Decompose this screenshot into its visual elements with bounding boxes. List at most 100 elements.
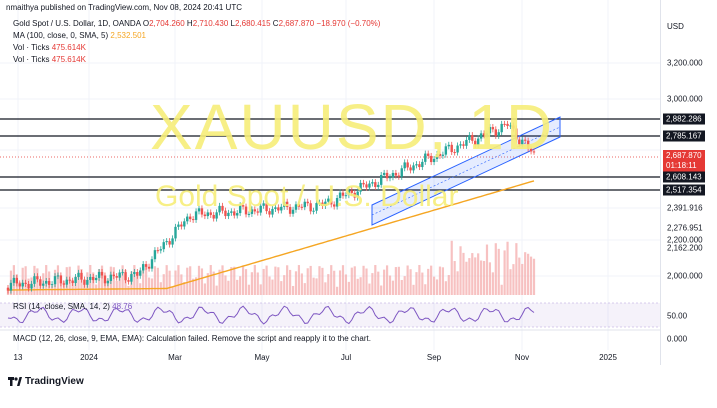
- rsi-line: [7, 305, 535, 325]
- candle-body: [294, 204, 298, 210]
- volume-bar: [50, 285, 54, 295]
- candle-body: [94, 277, 98, 281]
- candle-body: [53, 276, 57, 285]
- volume-bar: [277, 267, 280, 295]
- candle-body: [168, 241, 171, 245]
- tradingview-logo-icon: [8, 377, 22, 386]
- volume-bar: [312, 277, 315, 295]
- rsi-legend[interactable]: RSI (14, close, SMA, 14, 2) 48.76: [13, 302, 132, 311]
- candle-body: [377, 184, 380, 188]
- volume-bar: [56, 265, 60, 295]
- candle-body: [136, 271, 139, 276]
- candle-body: [406, 162, 409, 168]
- ohlc-close: C2,687.870: [272, 19, 315, 28]
- volume-bars: [6, 240, 536, 295]
- candle-body: [382, 172, 386, 175]
- candle-body: [474, 140, 477, 146]
- volume-bar: [183, 281, 186, 295]
- macd-legend[interactable]: MACD (12, 26, close, 9, EMA, EMA): Calcu…: [13, 334, 371, 343]
- price-chart[interactable]: [0, 0, 660, 365]
- candle-body: [379, 174, 383, 185]
- volume-bar: [341, 265, 345, 295]
- candle-body: [332, 204, 336, 207]
- candle-body: [250, 209, 254, 214]
- volume-bar: [224, 275, 227, 295]
- volume-label: Vol · Ticks: [13, 55, 50, 64]
- volume-bar: [430, 265, 433, 295]
- ohlc-low: L2,680.415: [230, 19, 271, 28]
- volume-bar: [100, 265, 104, 295]
- volume-bar: [127, 285, 130, 295]
- candle-body: [385, 172, 389, 179]
- candle-body: [312, 210, 315, 212]
- candle-body: [485, 133, 489, 136]
- volume-bar: [306, 268, 309, 295]
- volume-bar: [532, 258, 536, 295]
- volume-bar: [521, 263, 524, 295]
- candle-body: [374, 182, 377, 188]
- brand-name: TradingView: [25, 376, 84, 387]
- candle-body: [497, 132, 500, 136]
- volume-bar: [462, 252, 465, 295]
- volume-legend-1[interactable]: Vol · Ticks 475.614K: [13, 43, 86, 52]
- symbol-legend[interactable]: Gold Spot / U.S. Dollar, 1D, OANDA O2,70…: [13, 19, 380, 28]
- candle-body: [388, 177, 392, 179]
- volume-bar: [412, 284, 415, 295]
- volume-bar: [256, 272, 259, 295]
- volume-bar: [330, 265, 333, 295]
- volume-bar: [303, 283, 306, 295]
- candle-body: [45, 281, 48, 284]
- volume-bar: [524, 252, 527, 295]
- ma-legend[interactable]: MA (100, close, 0, SMA, 5) 2,532.501: [13, 31, 146, 40]
- volume-bar: [350, 267, 353, 295]
- candle-body: [515, 128, 518, 140]
- candle-body: [18, 283, 21, 287]
- volume-bar: [365, 268, 368, 295]
- volume-bar: [115, 280, 118, 295]
- candle-body: [268, 211, 271, 215]
- volume-value: 475.614K: [51, 43, 86, 52]
- volume-bar: [380, 285, 383, 295]
- candle-body: [80, 272, 83, 280]
- candle-body: [327, 198, 330, 202]
- candle-body: [59, 275, 63, 284]
- volume-bar: [150, 278, 154, 295]
- candle-body: [127, 280, 130, 282]
- volume-bar: [465, 261, 468, 295]
- volume-bar: [406, 265, 409, 295]
- price-tick: 2,276.951: [667, 223, 703, 233]
- time-tick: 13: [13, 353, 23, 362]
- candle-body: [362, 182, 365, 185]
- candle-body: [97, 271, 101, 278]
- candle-body: [280, 206, 283, 211]
- volume-bar: [497, 248, 500, 295]
- candle-body: [256, 211, 259, 213]
- price-tick: 2,200.000: [667, 235, 703, 245]
- volume-bar: [280, 281, 283, 295]
- candle-body: [112, 274, 115, 277]
- volume-bar: [359, 277, 362, 295]
- candle-body: [285, 201, 289, 208]
- volume-bar: [388, 275, 392, 295]
- volume-bar: [424, 284, 427, 295]
- candle-body: [368, 183, 371, 188]
- volume-legend-2[interactable]: Vol · Ticks 475.614K: [13, 55, 86, 64]
- candle-body: [215, 212, 218, 219]
- volume-bar: [397, 266, 400, 295]
- volume-bar: [194, 277, 198, 295]
- price-axis[interactable]: USD 3,200.000 3,000.000 2,391.916 2,276.…: [660, 0, 717, 365]
- volume-bar: [500, 284, 503, 295]
- time-axis[interactable]: 13 2024 Mar May Jul Sep Nov 2025: [0, 350, 660, 365]
- ma-label: MA (100, close, 0, SMA, 5): [13, 31, 109, 40]
- volume-bar: [206, 273, 209, 295]
- volume-bar: [286, 265, 289, 295]
- volume-bar: [371, 273, 374, 295]
- volume-bar: [491, 272, 494, 295]
- candle-body: [153, 250, 157, 260]
- price-tick: 3,200.000: [667, 58, 703, 68]
- volume-bar: [456, 271, 459, 295]
- time-tick: Jul: [340, 353, 352, 362]
- rsi-tick: 50.00: [667, 311, 688, 321]
- tradingview-brand[interactable]: TradingView: [8, 376, 84, 387]
- candle-body: [253, 209, 257, 212]
